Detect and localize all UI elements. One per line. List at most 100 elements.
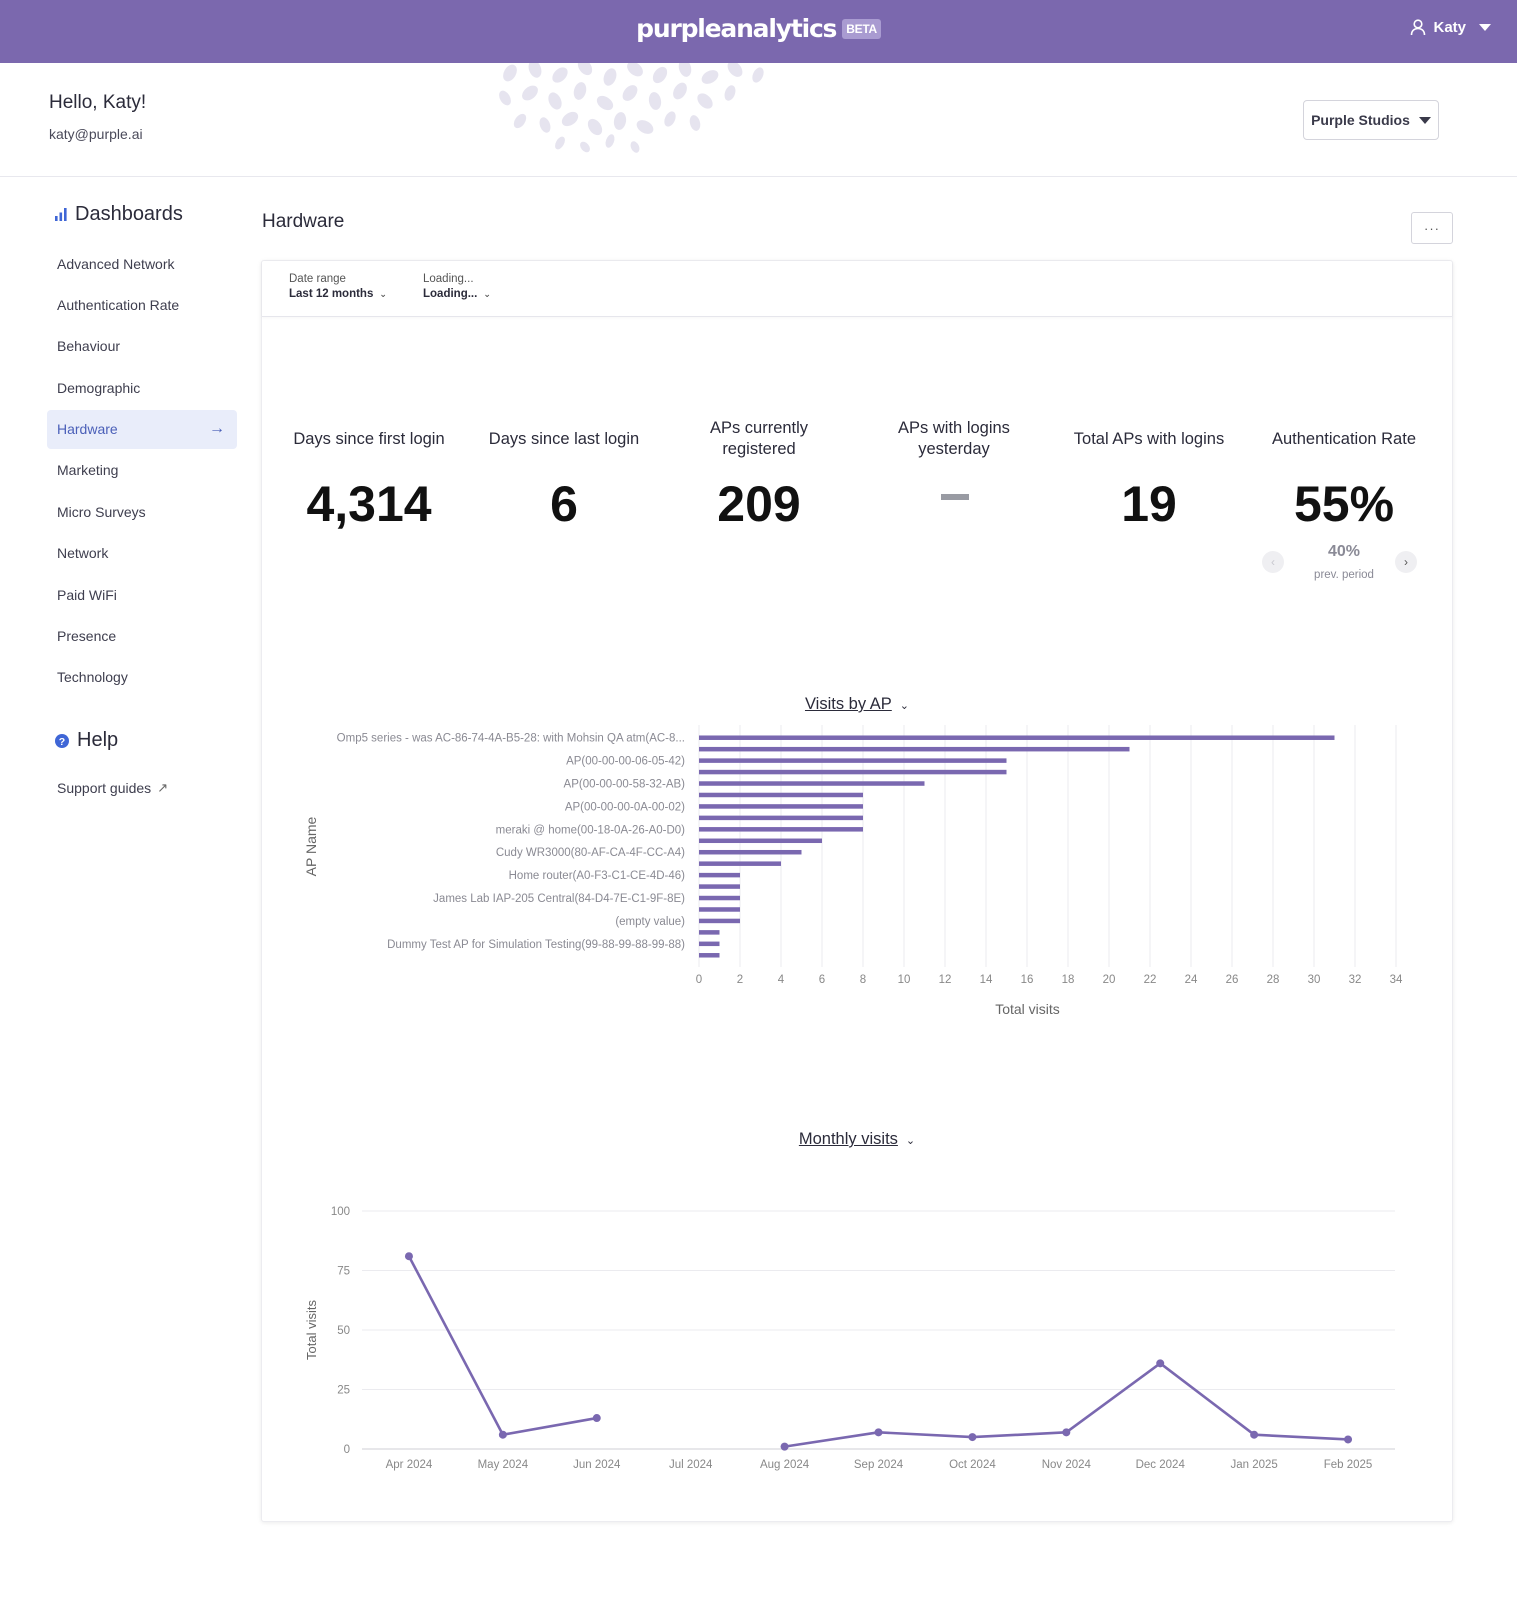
sidebar-item-hardware[interactable]: Hardware → <box>47 409 237 449</box>
user-email: katy@purple.ai <box>49 126 143 142</box>
help-heading-label: Help <box>77 729 119 752</box>
sidebar-item-behaviour[interactable]: Behaviour <box>47 327 237 366</box>
kpi-value: 209 <box>717 476 801 532</box>
x-tick-label: Feb 2025 <box>1324 1459 1373 1471</box>
y-tick-label: 100 <box>331 1206 350 1218</box>
x-axis-title: Total visits <box>995 1001 1060 1017</box>
visits-by-ap-selector[interactable]: Visits by AP ⌄ <box>262 695 1452 714</box>
greeting-text: Hello, Katy! <box>49 92 147 113</box>
dashboard-card: Date range Last 12 months ⌄ Loading... Lo… <box>261 260 1453 1522</box>
y-category-label: Cudy WR3000(80-AF-CA-4F-CC-A4) <box>496 847 685 859</box>
kpi-value: 4,314 <box>306 476 432 532</box>
caret-down-icon <box>1479 24 1491 31</box>
prev-period-right-button[interactable]: › <box>1395 551 1417 573</box>
data-point <box>1062 1428 1071 1437</box>
bar <box>699 884 740 889</box>
x-tick-label: May 2024 <box>478 1459 529 1471</box>
x-tick-label: Apr 2024 <box>386 1459 433 1471</box>
x-tick-label: 12 <box>939 974 952 986</box>
y-tick-label: 25 <box>337 1385 350 1397</box>
x-tick-label: 24 <box>1185 974 1198 986</box>
x-tick-label: 18 <box>1062 974 1075 986</box>
x-tick-label: Oct 2024 <box>949 1459 996 1471</box>
monthly-visits-selector[interactable]: Monthly visits ⌄ <box>262 1130 1452 1149</box>
kpi-label: APs currently registered <box>709 419 809 458</box>
bar <box>699 746 1130 752</box>
kpi-label: APs with logins yesterday <box>898 419 1010 458</box>
bar <box>699 792 863 798</box>
kpi-value: 55% <box>1293 476 1395 532</box>
prev-period-left-button[interactable]: ‹ <box>1262 551 1284 573</box>
x-tick-label: 32 <box>1349 974 1362 986</box>
help-section: ? Help Support guides ↗ <box>47 727 237 807</box>
sidebar-item-presence[interactable]: Presence <box>47 617 237 656</box>
x-tick-label: 2 <box>737 974 743 986</box>
sidebar-item-advanced-network[interactable]: Advanced Network <box>47 244 237 283</box>
help-circle-icon: ? <box>55 733 69 748</box>
brand-logo[interactable]: purpleanalytics BETA <box>0 14 1517 43</box>
kpi-label: Authentication Rate <box>1271 430 1416 448</box>
sidebar-item-network[interactable]: Network <box>47 534 237 573</box>
series-line <box>407 1255 597 1437</box>
filter-label: Loading... <box>423 273 474 285</box>
decorative-leaf-pattern <box>499 63 764 153</box>
sidebar-item-label: Network <box>57 545 109 562</box>
page-title: Hardware <box>262 211 345 232</box>
x-tick-label: 22 <box>1144 974 1157 986</box>
x-tick-label: Jan 2025 <box>1230 1459 1277 1471</box>
bar <box>699 758 1007 763</box>
loading-filter[interactable]: Loading... Loading... ⌄ <box>423 273 491 300</box>
caret-down-icon <box>1418 116 1431 124</box>
x-tick-label: 8 <box>860 974 866 986</box>
bar <box>699 907 740 912</box>
date-range-filter[interactable]: Date range Last 12 months ⌄ <box>289 273 387 300</box>
chevron-right-icon: › <box>1404 555 1408 569</box>
sidebar-item-marketing[interactable]: Marketing <box>47 451 237 490</box>
more-options-button[interactable]: ··· <box>1411 212 1453 244</box>
sidebar-item-micro-surveys[interactable]: Micro Surveys <box>47 492 237 531</box>
bar <box>699 941 720 947</box>
filter-bar: Date range Last 12 months ⌄ Loading... Lo… <box>262 261 1452 317</box>
sidebar-item-label: Hardware <box>57 421 118 438</box>
chevron-down-icon: ⌄ <box>899 700 910 712</box>
sidebar-item-authentication-rate[interactable]: Authentication Rate <box>47 285 237 324</box>
top-bar: purpleanalytics BETA Katy <box>0 0 1517 63</box>
organization-selector[interactable]: Purple Studios <box>1303 100 1439 140</box>
support-guides-link[interactable]: Support guides ↗ <box>47 769 237 807</box>
x-tick-label: 20 <box>1103 974 1116 986</box>
chart-title: Visits by AP <box>804 695 892 713</box>
y-category-label: meraki @ home(00-18-0A-26-A0-D0) <box>496 824 686 836</box>
y-category-label: AP(00-00-00-0A-00-02) <box>565 801 685 813</box>
y-tick-label: 0 <box>344 1444 350 1456</box>
bar <box>699 895 740 901</box>
x-tick-label: 28 <box>1267 974 1280 986</box>
y-category-label: Omp5 series - was AC-86-74-4A-B5-28: wit… <box>337 733 685 745</box>
bar <box>699 815 863 821</box>
data-point <box>404 1252 413 1261</box>
x-tick-label: Dec 2024 <box>1136 1459 1186 1471</box>
sidebar-item-label: Technology <box>57 669 128 686</box>
filter-value: Last 12 months <box>289 288 374 300</box>
data-point <box>874 1428 883 1437</box>
sidebar-item-label: Authentication Rate <box>57 296 180 313</box>
y-category-label: Dummy Test AP for Simulation Testing(99-… <box>387 939 685 951</box>
x-tick-label: 4 <box>778 974 785 986</box>
sidebar-item-paid-wifi[interactable]: Paid WiFi <box>47 575 237 614</box>
previous-period-label: prev. period <box>1314 569 1374 581</box>
kpi-value: 19 <box>1121 476 1177 532</box>
x-tick-label: 10 <box>898 974 911 986</box>
dashboards-heading: Dashboards <box>47 200 237 228</box>
bar <box>699 781 925 786</box>
kpi-label: Days since first login <box>293 430 445 448</box>
data-point <box>968 1433 977 1442</box>
sidebar-item-label: Paid WiFi <box>57 586 117 603</box>
y-tick-label: 50 <box>337 1325 350 1337</box>
bar <box>699 861 781 866</box>
sidebar-item-demographic[interactable]: Demographic <box>47 368 237 407</box>
sidebar-item-label: Marketing <box>57 462 119 479</box>
sidebar: Dashboards Advanced Network Authenticatio… <box>47 200 237 807</box>
external-link-icon: ↗ <box>157 779 169 795</box>
user-menu[interactable]: Katy <box>1410 19 1491 36</box>
sidebar-item-technology[interactable]: Technology <box>47 658 237 697</box>
bar <box>699 849 802 855</box>
